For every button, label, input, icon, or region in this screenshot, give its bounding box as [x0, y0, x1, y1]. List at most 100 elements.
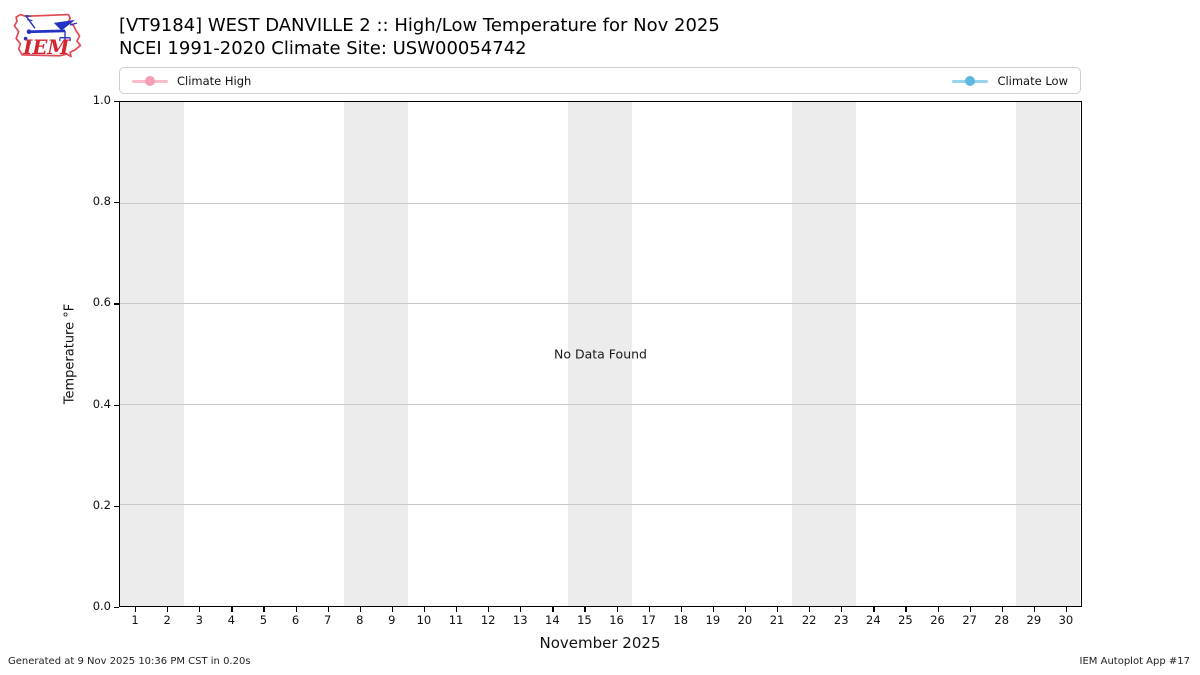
x-tick-mark [1001, 607, 1003, 612]
x-tick-mark [616, 607, 618, 612]
generated-timestamp: Generated at 9 Nov 2025 10:36 PM CST in … [8, 656, 251, 667]
x-tick-label: 4 [227, 613, 236, 627]
x-tick-mark [777, 607, 779, 612]
x-tick-mark [488, 607, 490, 612]
x-axis-label: November 2025 [539, 634, 661, 652]
x-tick-mark [231, 607, 233, 612]
y-tick-mark [114, 607, 119, 609]
iem-logo-text: IEM [22, 35, 70, 59]
x-tick-label: 15 [577, 613, 592, 627]
weather-vane-icon [23, 14, 78, 45]
y-gridline [120, 403, 1081, 405]
y-gridline [120, 202, 1081, 204]
y-tick-label: 0.8 [92, 194, 111, 209]
x-tick-mark [359, 607, 361, 612]
chart-title: [VT9184] WEST DANVILLE 2 :: High/Low Tem… [119, 15, 720, 36]
chart-subtitle: NCEI 1991-2020 Climate Site: USW00054742 [119, 38, 527, 59]
x-tick-mark [873, 607, 875, 612]
x-tick-mark [680, 607, 682, 612]
y-tick-label: 0.4 [92, 396, 111, 411]
y-gridline [120, 303, 1081, 305]
app-credit: IEM Autoplot App #17 [1079, 656, 1190, 667]
x-tick-label: 24 [866, 613, 881, 627]
x-tick-label: 2 [163, 613, 171, 627]
x-tick-mark [937, 607, 939, 612]
legend-item-climate-low: Climate Low [952, 74, 1068, 88]
y-tick-mark [114, 505, 119, 507]
x-tick-label: 19 [705, 613, 721, 627]
x-tick-mark [327, 607, 329, 612]
x-tick-mark [969, 607, 971, 612]
x-tick-label: 13 [512, 613, 528, 627]
y-tick-label: 0.6 [92, 295, 111, 310]
x-tick-label: 18 [673, 613, 689, 627]
x-tick-mark [456, 607, 458, 612]
x-tick-label: 7 [323, 613, 332, 627]
x-tick-label: 21 [769, 613, 785, 627]
x-tick-label: 5 [259, 613, 268, 627]
x-tick-mark [744, 607, 747, 612]
weekend-band [568, 102, 632, 606]
y-tick-label: 0.2 [92, 497, 111, 512]
x-tick-label: 29 [1026, 613, 1042, 627]
x-tick-label: 12 [480, 613, 496, 627]
no-data-annotation: No Data Found [554, 346, 647, 362]
chart-title-block: [VT9184] WEST DANVILLE 2 :: High/Low Tem… [119, 14, 720, 60]
x-tick-mark [841, 607, 843, 612]
x-tick-label: 30 [1058, 613, 1074, 627]
x-tick-label: 20 [737, 613, 753, 627]
legend-label-climate-low: Climate Low [997, 73, 1068, 88]
x-tick-mark [295, 607, 297, 612]
x-tick-mark [552, 607, 554, 612]
weekend-band [1016, 102, 1080, 606]
x-tick-label: 8 [356, 613, 364, 627]
x-tick-label: 10 [416, 613, 432, 627]
x-tick-mark [520, 607, 522, 612]
x-tick-label: 11 [448, 613, 464, 627]
x-tick-label: 16 [609, 613, 624, 627]
x-tick-label: 26 [930, 613, 945, 627]
x-tick-mark [648, 607, 650, 612]
weekend-band [120, 102, 184, 606]
x-tick-mark [1065, 607, 1068, 612]
y-tick-mark [114, 202, 119, 204]
x-tick-mark [1033, 607, 1036, 612]
y-tick-mark [114, 303, 119, 305]
x-tick-mark [584, 607, 586, 612]
x-tick-mark [905, 607, 907, 612]
x-tick-label: 1 [131, 613, 139, 627]
x-tick-label: 22 [801, 613, 817, 627]
x-tick-mark [712, 607, 715, 612]
plot-area: No Data Found [119, 101, 1082, 607]
y-tick-label: 1.0 [92, 93, 111, 107]
x-tick-mark [423, 607, 426, 612]
x-tick-label: 27 [962, 613, 977, 627]
y-tick-label: 0.0 [92, 599, 111, 613]
y-axis-label: Temperature °F [62, 303, 78, 405]
x-tick-label: 6 [291, 613, 300, 627]
x-tick-mark [809, 607, 811, 612]
legend-item-climate-high: Climate High [132, 74, 251, 88]
y-tick-mark [114, 404, 119, 406]
y-gridline [120, 504, 1081, 506]
x-tick-label: 14 [545, 613, 560, 627]
weekend-band [344, 102, 408, 606]
climate-low-line-marker-icon [952, 75, 989, 87]
x-tick-mark [199, 607, 201, 612]
legend-label-climate-high: Climate High [177, 73, 252, 88]
x-tick-mark [263, 607, 265, 612]
y-tick-mark [114, 101, 119, 103]
x-tick-label: 23 [833, 613, 849, 627]
weekend-band [792, 102, 856, 606]
iem-logo: IEM [13, 13, 82, 59]
x-tick-label: 3 [195, 613, 203, 627]
x-tick-mark [167, 607, 169, 612]
x-tick-label: 28 [994, 613, 1010, 627]
x-tick-mark [135, 607, 137, 612]
x-tick-mark [391, 607, 394, 612]
x-tick-label: 25 [898, 613, 913, 627]
legend: Climate High Climate Low [119, 67, 1081, 94]
x-tick-label: 9 [388, 613, 396, 627]
x-tick-label: 17 [641, 613, 656, 627]
climate-high-line-marker-icon [132, 75, 168, 87]
